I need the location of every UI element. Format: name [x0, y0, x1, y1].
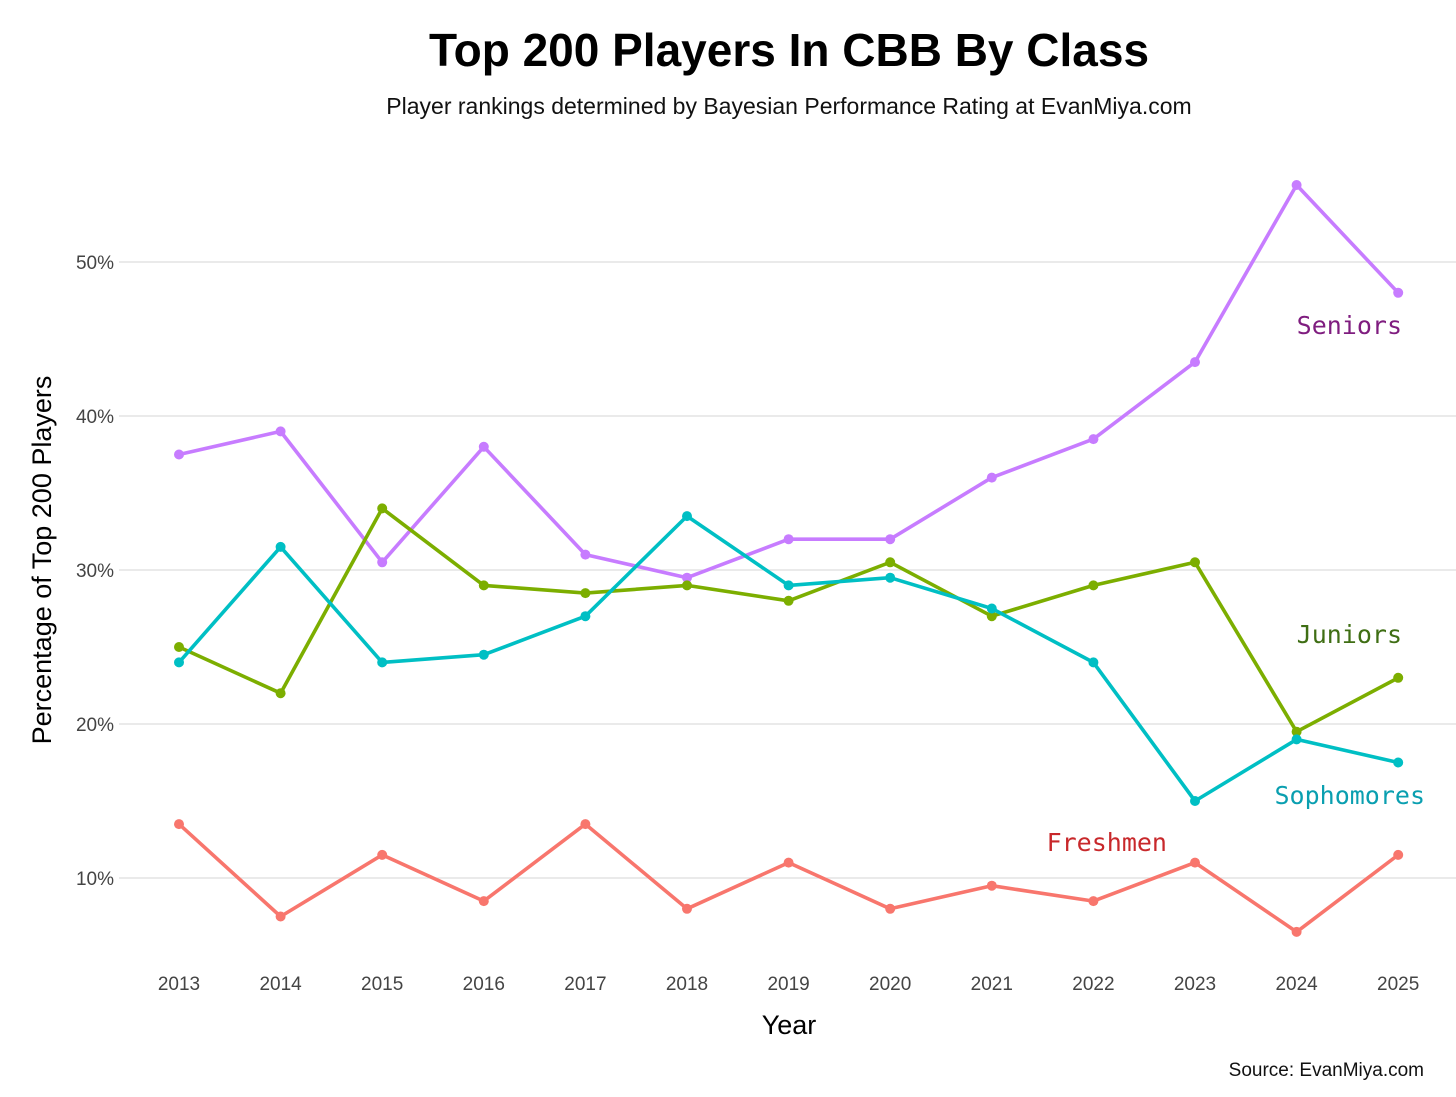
- data-point-seniors: [580, 549, 591, 560]
- data-point-juniors: [580, 588, 591, 599]
- x-axis-tick-labels: 2013 2014 2015 2016 2017 2018 2019 2020 2021 2022…: [158, 974, 1419, 995]
- data-point-sophomores: [1190, 796, 1200, 806]
- data-point-juniors: [1291, 726, 1302, 737]
- data-point-freshmen: [377, 849, 388, 860]
- data-point-seniors: [275, 426, 286, 437]
- data-point-sophomores: [580, 611, 591, 622]
- data-point-sophomores: [174, 657, 184, 668]
- chart-subtitle: Player rankings determined by Bayesian P…: [386, 93, 1191, 119]
- data-point-freshmen: [1393, 849, 1404, 860]
- data-point-juniors: [478, 580, 489, 591]
- data-point-seniors: [885, 534, 896, 545]
- x-tick-label: 2015: [361, 974, 403, 995]
- x-tick-label: 2016: [463, 974, 505, 995]
- data-point-seniors: [478, 441, 489, 452]
- x-tick-label: 2014: [259, 974, 302, 995]
- x-tick-label: 2020: [869, 974, 911, 995]
- data-point-sophomores: [478, 649, 489, 660]
- y-tick-label: 20%: [76, 715, 114, 736]
- x-tick-label: 2021: [971, 974, 1013, 995]
- series-label-seniors: Seniors: [1297, 311, 1402, 340]
- data-point-juniors: [986, 611, 997, 622]
- series-label-freshmen: Freshmen: [1047, 828, 1167, 857]
- y-tick-label: 30%: [76, 561, 114, 582]
- series-label-sophomores: Sophomores: [1274, 781, 1425, 810]
- data-point-freshmen: [478, 896, 489, 907]
- x-tick-label: 2019: [767, 974, 809, 995]
- data-point-seniors: [1291, 180, 1302, 190]
- x-tick-label: 2022: [1072, 974, 1114, 995]
- data-point-juniors: [682, 580, 692, 591]
- data-point-juniors: [1088, 580, 1099, 591]
- series-line-seniors: [177, 183, 1400, 580]
- data-point-sophomores: [1291, 734, 1302, 745]
- data-point-sophomores: [885, 572, 896, 583]
- data-point-sophomores: [986, 603, 997, 614]
- data-point-juniors: [885, 557, 896, 568]
- y-tick-label: 50%: [76, 253, 114, 274]
- x-tick-label: 2017: [564, 974, 606, 995]
- source-caption: Source: EvanMiya.com: [1229, 1060, 1424, 1081]
- gridlines: [119, 261, 1456, 879]
- data-point-seniors: [1393, 287, 1404, 298]
- y-tick-label: 40%: [76, 407, 114, 428]
- data-point-seniors: [682, 572, 692, 583]
- series-label-juniors: Juniors: [1297, 620, 1402, 649]
- series-lines: [177, 183, 1400, 934]
- y-tick-label: 10%: [76, 869, 114, 890]
- data-point-sophomores: [682, 511, 692, 522]
- data-point-freshmen: [275, 911, 286, 922]
- chart-title: Top 200 Players In CBB By Class: [429, 24, 1149, 76]
- data-point-freshmen: [885, 903, 896, 914]
- series-line-sophomores: [177, 514, 1400, 803]
- data-point-juniors: [174, 642, 184, 652]
- data-point-sophomores: [275, 541, 286, 552]
- data-point-freshmen: [1088, 896, 1099, 907]
- data-point-juniors: [275, 688, 286, 699]
- data-point-sophomores: [1393, 757, 1404, 768]
- data-point-sophomores: [377, 657, 388, 668]
- data-point-seniors: [377, 557, 388, 568]
- x-axis-title: Year: [762, 1010, 817, 1040]
- data-point-seniors: [783, 534, 794, 545]
- y-axis-tick-labels: 10% 20% 30% 40% 50%: [76, 253, 114, 890]
- data-point-juniors: [783, 595, 794, 606]
- data-point-freshmen: [682, 903, 692, 914]
- series-points: [174, 180, 1404, 937]
- data-point-freshmen: [580, 819, 591, 830]
- data-point-sophomores: [783, 580, 794, 591]
- data-point-seniors: [986, 472, 997, 483]
- data-point-seniors: [174, 449, 184, 460]
- data-point-seniors: [1190, 357, 1200, 368]
- data-point-freshmen: [174, 819, 184, 830]
- data-point-seniors: [1088, 434, 1099, 445]
- data-point-juniors: [377, 503, 388, 514]
- data-point-freshmen: [783, 857, 794, 868]
- x-tick-label: 2024: [1275, 974, 1318, 995]
- data-point-freshmen: [1190, 857, 1200, 868]
- x-tick-label: 2018: [666, 974, 708, 995]
- data-point-freshmen: [986, 880, 997, 891]
- data-point-juniors: [1393, 672, 1404, 683]
- x-tick-label: 2025: [1377, 974, 1419, 995]
- data-point-juniors: [1190, 557, 1200, 568]
- x-tick-label: 2023: [1174, 974, 1216, 995]
- data-point-freshmen: [1291, 926, 1302, 937]
- x-tick-label: 2013: [158, 974, 200, 995]
- data-point-sophomores: [1088, 657, 1099, 668]
- y-axis-title: Percentage of Top 200 Players: [27, 376, 57, 745]
